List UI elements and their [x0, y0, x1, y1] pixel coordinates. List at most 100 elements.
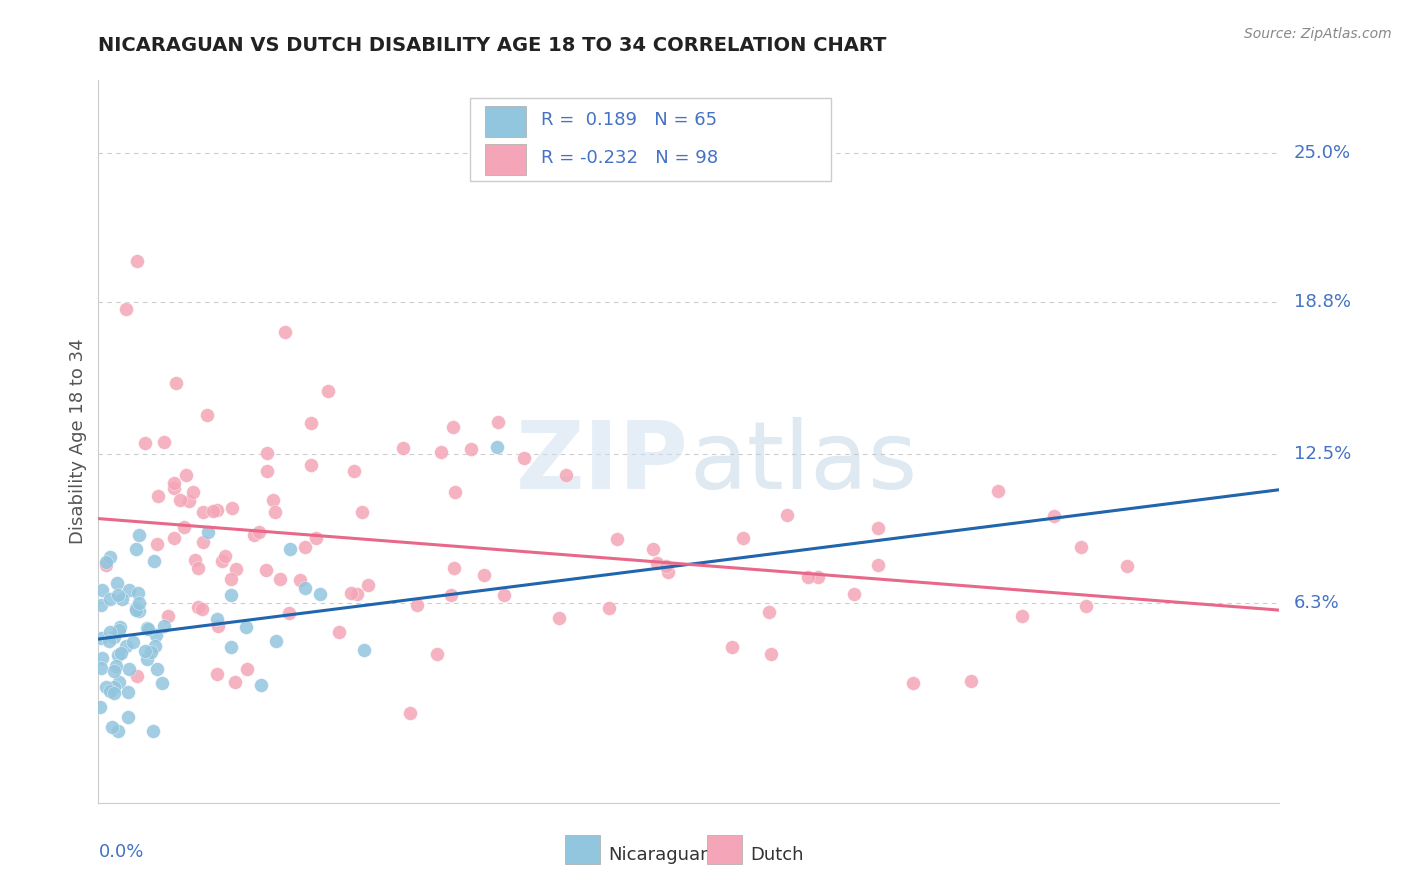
Text: 12.5%: 12.5% — [1294, 444, 1351, 463]
Point — [759, 648, 782, 662]
Point — [256, 446, 278, 460]
Point — [1043, 508, 1066, 523]
Point — [142, 554, 165, 568]
Point — [219, 588, 242, 602]
Point — [294, 581, 316, 595]
Point — [107, 648, 129, 663]
Point — [146, 489, 169, 503]
Point — [606, 532, 628, 546]
Point — [125, 602, 148, 616]
Point — [262, 492, 284, 507]
Point — [128, 596, 150, 610]
Point — [139, 645, 162, 659]
Point — [405, 599, 427, 613]
Point — [224, 674, 246, 689]
Point — [89, 700, 111, 714]
Point — [142, 723, 165, 738]
Point — [797, 569, 820, 583]
Point — [103, 664, 125, 678]
Point — [205, 502, 228, 516]
Point — [280, 542, 302, 557]
Point — [647, 556, 669, 570]
Text: 6.3%: 6.3% — [1294, 594, 1340, 612]
Point — [146, 662, 169, 676]
Point — [195, 409, 218, 423]
Point — [163, 531, 186, 545]
Point — [225, 562, 247, 576]
Point — [110, 646, 132, 660]
Point — [254, 563, 277, 577]
Point — [157, 609, 180, 624]
Point — [197, 524, 219, 539]
Point — [1011, 609, 1033, 624]
Point — [107, 624, 129, 638]
Point — [145, 537, 167, 551]
Point — [134, 436, 156, 450]
Point — [492, 588, 515, 602]
Point — [134, 644, 156, 658]
Text: 25.0%: 25.0% — [1294, 144, 1351, 161]
Point — [758, 605, 780, 619]
Point — [294, 540, 316, 554]
Point — [103, 680, 125, 694]
Point — [264, 505, 287, 519]
Point — [357, 578, 380, 592]
Point — [135, 621, 157, 635]
Point — [108, 675, 131, 690]
Point — [721, 640, 744, 654]
Text: R =  0.189   N = 65: R = 0.189 N = 65 — [541, 111, 717, 129]
Point — [103, 686, 125, 700]
Point — [111, 592, 134, 607]
Point — [430, 445, 453, 459]
Point — [98, 549, 121, 564]
Point — [243, 527, 266, 541]
Point — [987, 483, 1010, 498]
Point — [98, 625, 121, 640]
FancyBboxPatch shape — [565, 835, 600, 864]
Text: ZIP: ZIP — [516, 417, 689, 509]
Point — [441, 420, 464, 434]
Point — [1070, 540, 1092, 554]
Point — [100, 720, 122, 734]
FancyBboxPatch shape — [707, 835, 742, 864]
FancyBboxPatch shape — [485, 106, 526, 137]
Point — [191, 602, 214, 616]
Point — [127, 585, 149, 599]
Point — [444, 485, 467, 500]
Point — [94, 680, 117, 694]
Point — [328, 624, 350, 639]
Point — [214, 549, 236, 564]
Point — [352, 505, 374, 519]
Point — [150, 676, 173, 690]
Point — [174, 467, 197, 482]
Point — [115, 640, 138, 654]
Point — [903, 675, 925, 690]
Point — [318, 384, 340, 398]
Point — [657, 565, 679, 579]
Point — [191, 535, 214, 549]
Point — [105, 659, 128, 673]
Text: 0.0%: 0.0% — [98, 843, 143, 861]
Point — [152, 434, 174, 449]
Text: Dutch: Dutch — [751, 846, 804, 863]
Point — [191, 505, 214, 519]
Point — [1115, 559, 1137, 574]
Point — [125, 601, 148, 615]
Point — [299, 458, 322, 473]
Point — [98, 633, 121, 648]
Point — [211, 554, 233, 568]
Point — [107, 588, 129, 602]
Point — [153, 619, 176, 633]
Point — [177, 493, 200, 508]
Point — [654, 559, 676, 574]
Point — [114, 301, 136, 317]
Point — [181, 484, 204, 499]
Point — [121, 634, 143, 648]
Point — [107, 723, 129, 738]
Point — [103, 630, 125, 644]
Point — [256, 464, 278, 478]
Point — [91, 651, 114, 665]
Point — [960, 674, 983, 689]
Point — [443, 560, 465, 574]
Point — [555, 468, 578, 483]
